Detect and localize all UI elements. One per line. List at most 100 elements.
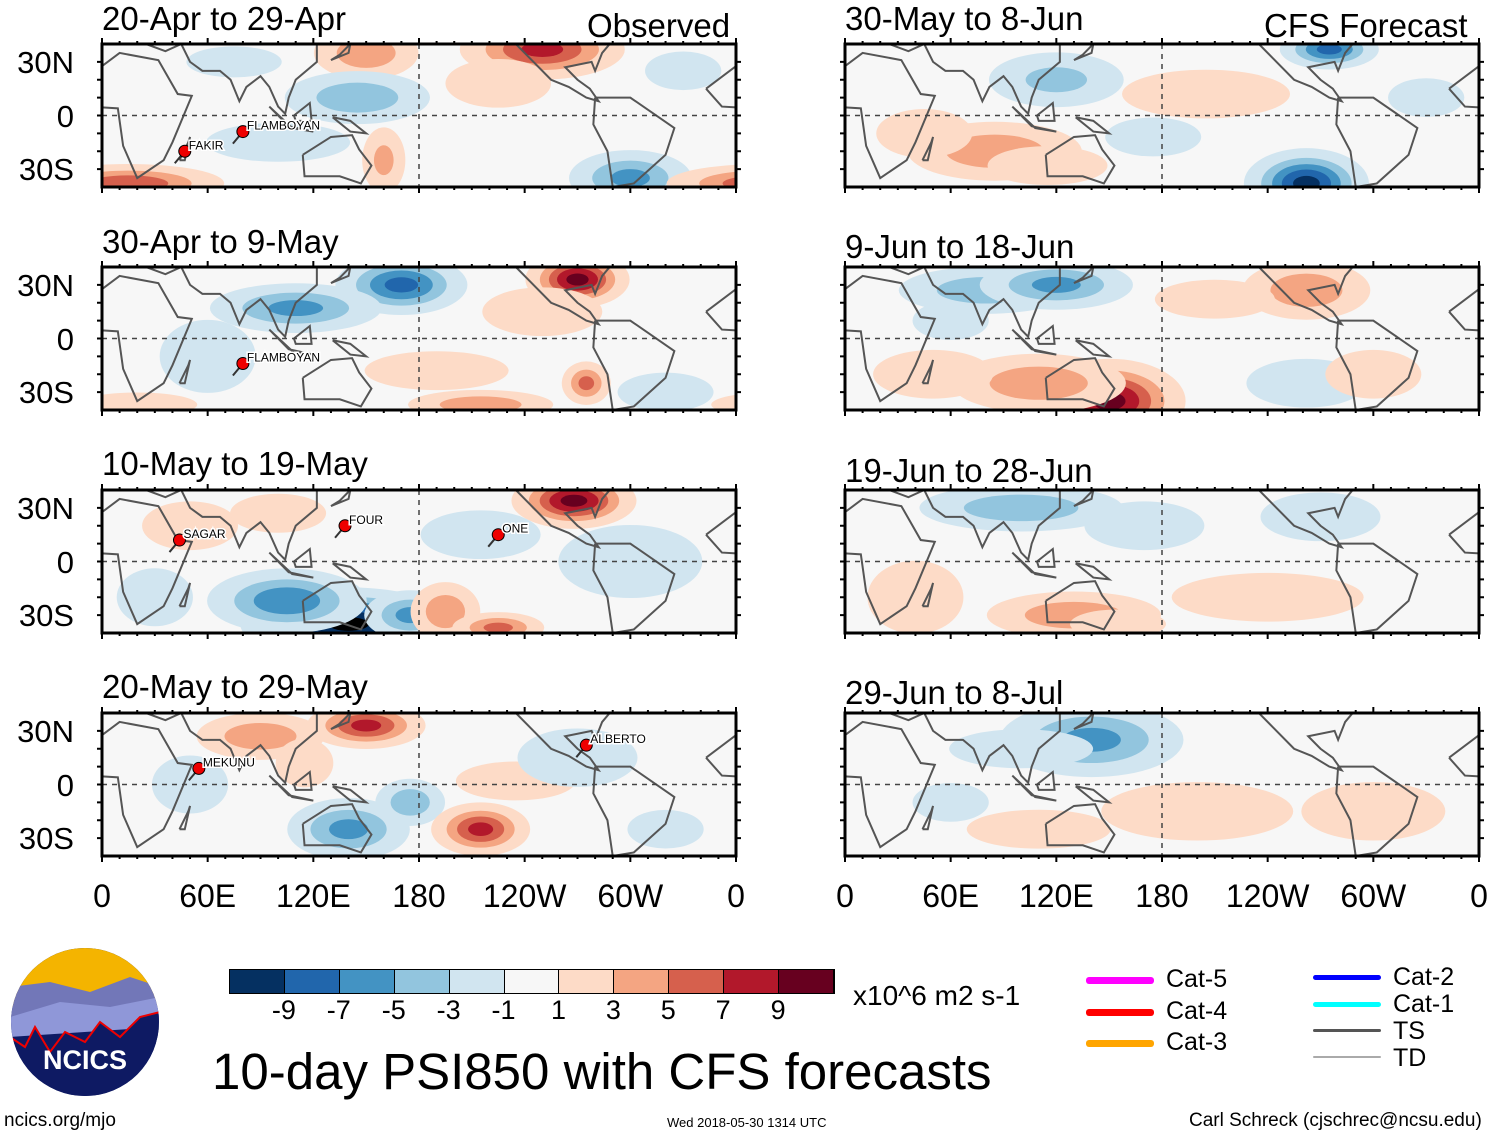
anomaly-contour	[1154, 279, 1275, 319]
anomaly-contour	[390, 789, 430, 816]
lat-label: 0	[56, 767, 74, 803]
coastline	[178, 582, 192, 608]
anomaly-contour	[627, 809, 704, 849]
coastline	[515, 490, 612, 549]
coastline	[268, 551, 314, 579]
coastline	[1044, 580, 1116, 631]
colorbar-swatch	[394, 970, 450, 993]
colorbar-swatch	[779, 970, 834, 993]
anomaly-contour	[1270, 273, 1343, 307]
storm-label: FLAMBOYAN	[247, 351, 320, 365]
map-panel	[840, 261, 1484, 416]
storm-marker[interactable]: ONE	[487, 520, 530, 548]
storm-marker[interactable]: FOUR	[334, 511, 385, 539]
storm-marker[interactable]: SAGAR	[168, 526, 227, 553]
storm-marker[interactable]: FLAMBOYAN	[232, 117, 322, 145]
coastline	[845, 274, 937, 403]
anomaly-contour	[0, 728, 3, 786]
coastline	[1258, 490, 1355, 549]
anomaly-contour	[1122, 69, 1291, 119]
legend-line-cat-1	[1313, 1002, 1381, 1007]
colorbar-swatch	[614, 970, 670, 993]
coastline	[813, 806, 824, 829]
colorbar-swatch	[284, 970, 340, 993]
storm-marker[interactable]: ALBERTO	[575, 731, 647, 758]
legend-line-cat-4	[1086, 1009, 1154, 1016]
anomaly-contour	[912, 301, 989, 340]
lat-label: 30S	[18, 598, 74, 634]
colorbar-label: 7	[715, 995, 731, 1025]
coastline	[1335, 96, 1419, 187]
coastline	[1011, 328, 1057, 356]
coastline	[178, 805, 192, 831]
coastline	[293, 324, 313, 345]
anomaly-contour	[329, 819, 369, 840]
anomaly-contour	[445, 58, 552, 108]
colorbar-label: -3	[436, 995, 461, 1025]
colorbar-swatch	[669, 970, 725, 993]
anomaly-contour	[116, 568, 193, 627]
coastline	[845, 720, 937, 849]
coastline	[592, 765, 676, 856]
coastline	[813, 360, 824, 383]
colorbar	[229, 969, 835, 994]
anomaly-contour	[578, 376, 595, 391]
anomaly-contour	[1260, 492, 1381, 542]
anomaly-contour	[275, 738, 334, 788]
storm-marker[interactable]: FLAMBOYAN	[232, 349, 322, 377]
coastline	[515, 713, 612, 772]
panel-title: 30-Apr to 9-May	[102, 223, 339, 260]
coastline	[1036, 547, 1056, 568]
colorbar-label: 5	[660, 995, 676, 1025]
coastline	[1011, 551, 1057, 579]
coastline	[845, 497, 937, 626]
anomaly-contour	[751, 568, 827, 626]
colorbar-label: -7	[326, 995, 351, 1025]
anomaly-contour	[439, 396, 522, 410]
map-panel: FLAMBOYAN	[97, 261, 741, 416]
map-panel: SAGAR FOUR ONE	[97, 484, 741, 639]
anomaly-contour	[482, 287, 603, 337]
coastline	[1073, 267, 1095, 285]
anomaly-contour	[610, 169, 650, 187]
footer-url[interactable]: ncics.org/mjo	[4, 1110, 116, 1131]
anomaly-contour	[483, 622, 513, 633]
storm-marker[interactable]: FAKIR	[174, 137, 225, 164]
footer-timestamp: Wed 2018-05-30 1314 UTC	[667, 1115, 827, 1130]
lat-label: 30N	[17, 490, 74, 526]
colorbar-label: 9	[770, 995, 786, 1025]
map-panel	[840, 484, 1484, 639]
coastline	[1258, 44, 1355, 103]
anomaly-contour	[384, 277, 419, 293]
lon-label: 120W	[482, 878, 567, 914]
coastline	[1497, 490, 1510, 560]
anomaly-contour	[1105, 117, 1202, 157]
legend-line-cat-3	[1086, 1040, 1154, 1047]
coastline	[102, 497, 194, 626]
coastline	[921, 582, 935, 608]
observed-header: Observed	[587, 7, 731, 44]
anomaly-contour	[159, 319, 256, 393]
coastline	[332, 116, 370, 135]
anomaly-contour	[316, 82, 399, 113]
coastline	[293, 101, 313, 122]
anomaly-contour	[336, 44, 396, 68]
legend-label: Cat-3	[1166, 1028, 1228, 1056]
anomaly-contour	[186, 46, 282, 78]
coastline	[332, 785, 370, 804]
anomaly-contour	[1325, 349, 1422, 399]
anomaly-contour	[1388, 78, 1465, 117]
coastline	[1073, 44, 1095, 62]
coastline	[1497, 713, 1510, 783]
colorbar-swatch	[559, 970, 615, 993]
coastline	[592, 96, 676, 187]
anomaly-contour	[1171, 572, 1364, 622]
anomaly-contour	[151, 755, 229, 814]
storm-marker[interactable]: MEKUNU	[188, 754, 256, 782]
legend-line-ts	[1313, 1029, 1381, 1032]
coastline	[592, 542, 676, 633]
coastline	[813, 137, 824, 160]
map-panel: MEKUNU ALBERTO	[97, 707, 741, 862]
storm-label: ONE	[502, 522, 528, 536]
